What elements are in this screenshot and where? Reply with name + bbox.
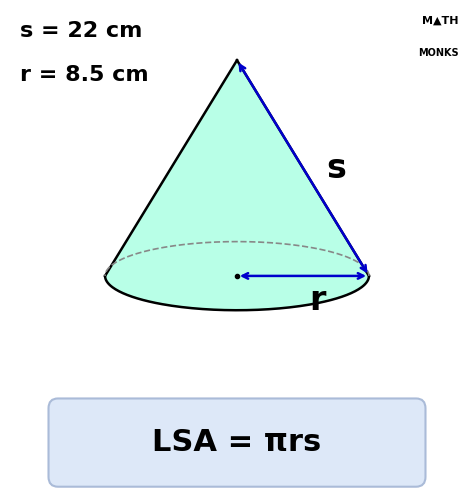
FancyBboxPatch shape <box>48 398 426 487</box>
Text: s = 22 cm: s = 22 cm <box>20 21 143 41</box>
Text: MONKS: MONKS <box>418 48 458 58</box>
Polygon shape <box>105 60 369 310</box>
Text: s: s <box>326 151 346 184</box>
Text: M▲TH: M▲TH <box>422 16 458 26</box>
Text: LSA = πrs: LSA = πrs <box>152 428 322 457</box>
Text: r = 8.5 cm: r = 8.5 cm <box>20 65 149 85</box>
Text: r: r <box>309 284 325 317</box>
